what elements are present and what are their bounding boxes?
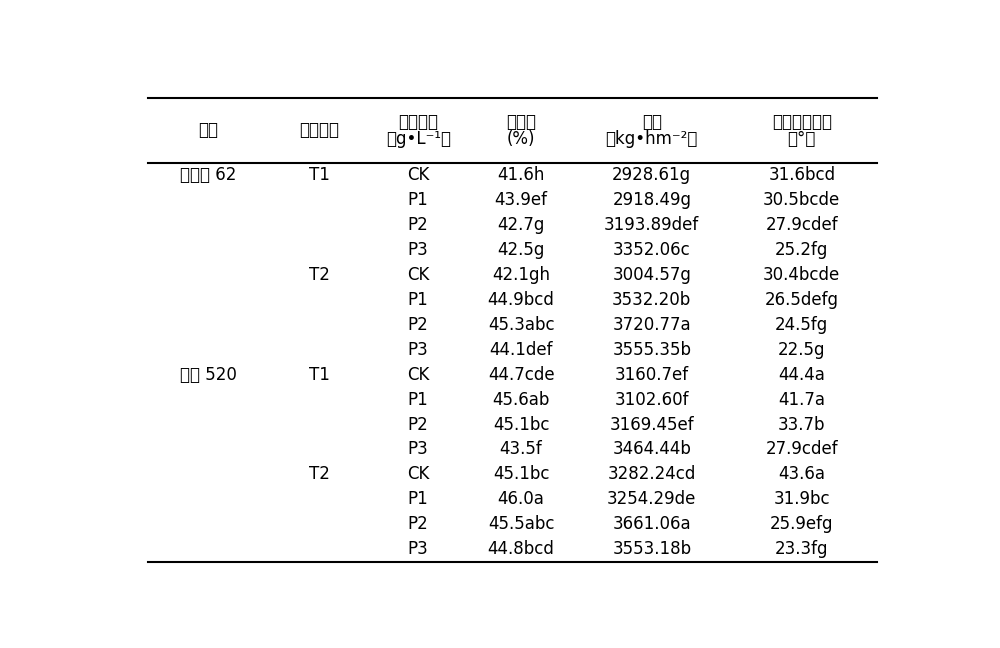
Text: 41.7a: 41.7a — [778, 391, 825, 409]
Text: P3: P3 — [408, 341, 429, 359]
Text: （°）: （°） — [788, 130, 816, 148]
Text: （kg•hm⁻²）: （kg•hm⁻²） — [606, 130, 698, 148]
Text: 41.6h: 41.6h — [497, 166, 545, 184]
Text: P2: P2 — [408, 216, 429, 234]
Text: 44.7cde: 44.7cde — [488, 365, 554, 384]
Text: P1: P1 — [408, 291, 429, 309]
Text: 45.3abc: 45.3abc — [488, 316, 554, 334]
Text: 43.9ef: 43.9ef — [495, 191, 548, 209]
Text: 3282.24cd: 3282.24cd — [608, 465, 696, 483]
Text: P3: P3 — [408, 540, 429, 559]
Text: 3160.7ef: 3160.7ef — [615, 365, 689, 384]
Text: 3720.77a: 3720.77a — [612, 316, 691, 334]
Text: 22.5g: 22.5g — [778, 341, 826, 359]
Text: 3102.60f: 3102.60f — [615, 391, 689, 409]
Text: T1: T1 — [309, 166, 330, 184]
Text: 25.2fg: 25.2fg — [775, 241, 828, 259]
Text: 42.1gh: 42.1gh — [492, 266, 550, 284]
Text: 3555.35b: 3555.35b — [612, 341, 691, 359]
Text: 喷施浓度: 喷施浓度 — [398, 113, 438, 131]
Text: 43.6a: 43.6a — [778, 465, 825, 483]
Text: 3193.89def: 3193.89def — [604, 216, 699, 234]
Text: 产量: 产量 — [642, 113, 662, 131]
Text: 30.4bcde: 30.4bcde — [763, 266, 840, 284]
Text: 44.9bcd: 44.9bcd — [488, 291, 555, 309]
Text: 46.0a: 46.0a — [498, 491, 545, 509]
Text: 44.8bcd: 44.8bcd — [488, 540, 555, 559]
Text: 品种: 品种 — [198, 121, 218, 139]
Text: 42.5g: 42.5g — [497, 241, 545, 259]
Text: P3: P3 — [408, 241, 429, 259]
Text: P2: P2 — [408, 515, 429, 533]
Text: 33.7b: 33.7b — [778, 415, 826, 434]
Text: 31.9bc: 31.9bc — [773, 491, 830, 509]
Text: 3169.45ef: 3169.45ef — [609, 415, 694, 434]
Text: 沣油 520: 沣油 520 — [180, 365, 237, 384]
Text: 45.6ab: 45.6ab — [492, 391, 550, 409]
Text: P2: P2 — [408, 415, 429, 434]
Text: CK: CK — [407, 365, 429, 384]
Text: 45.5abc: 45.5abc — [488, 515, 554, 533]
Text: 3553.18b: 3553.18b — [612, 540, 691, 559]
Text: 45.1bc: 45.1bc — [493, 465, 549, 483]
Text: CK: CK — [407, 166, 429, 184]
Text: 31.6bcd: 31.6bcd — [768, 166, 835, 184]
Text: P3: P3 — [408, 441, 429, 459]
Text: (%): (%) — [507, 130, 535, 148]
Text: T2: T2 — [309, 465, 330, 483]
Text: 华油杂 62: 华油杂 62 — [180, 166, 236, 184]
Text: P2: P2 — [408, 316, 429, 334]
Text: 3464.44b: 3464.44b — [612, 441, 691, 459]
Text: T2: T2 — [309, 266, 330, 284]
Text: P1: P1 — [408, 391, 429, 409]
Text: CK: CK — [407, 266, 429, 284]
Text: P1: P1 — [408, 191, 429, 209]
Text: 喷施时期: 喷施时期 — [300, 121, 340, 139]
Text: 含油量: 含油量 — [506, 113, 536, 131]
Text: （g•L⁻¹）: （g•L⁻¹） — [386, 130, 451, 148]
Text: 田间倒伏角度: 田间倒伏角度 — [772, 113, 832, 131]
Text: 27.9cdef: 27.9cdef — [765, 441, 838, 459]
Text: 3004.57g: 3004.57g — [612, 266, 691, 284]
Text: P1: P1 — [408, 491, 429, 509]
Text: 2918.49g: 2918.49g — [612, 191, 691, 209]
Text: 42.7g: 42.7g — [497, 216, 545, 234]
Text: 44.1def: 44.1def — [489, 341, 553, 359]
Text: 26.5defg: 26.5defg — [765, 291, 839, 309]
Text: T1: T1 — [309, 365, 330, 384]
Text: 24.5fg: 24.5fg — [775, 316, 828, 334]
Text: 23.3fg: 23.3fg — [775, 540, 829, 559]
Text: 3254.29de: 3254.29de — [607, 491, 696, 509]
Text: 44.4a: 44.4a — [778, 365, 825, 384]
Text: 30.5bcde: 30.5bcde — [763, 191, 840, 209]
Text: 27.9cdef: 27.9cdef — [765, 216, 838, 234]
Text: 3352.06c: 3352.06c — [613, 241, 691, 259]
Text: CK: CK — [407, 465, 429, 483]
Text: 25.9efg: 25.9efg — [770, 515, 834, 533]
Text: 2928.61g: 2928.61g — [612, 166, 691, 184]
Text: 43.5f: 43.5f — [500, 441, 542, 459]
Text: 3532.20b: 3532.20b — [612, 291, 691, 309]
Text: 45.1bc: 45.1bc — [493, 415, 549, 434]
Text: 3661.06a: 3661.06a — [612, 515, 691, 533]
